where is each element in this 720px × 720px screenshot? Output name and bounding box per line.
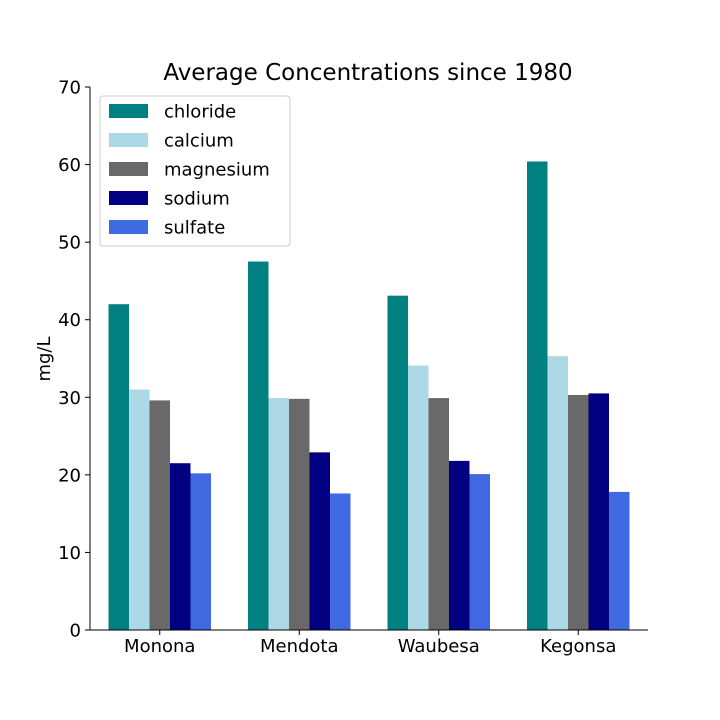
bar-calcium-waubesa	[408, 365, 429, 630]
legend-swatch-magnesium	[109, 162, 148, 176]
bar-sulfate-mendota	[330, 493, 351, 630]
y-tick-label: 60	[58, 155, 81, 176]
legend: chloride calcium magnesium sodium sulfate	[99, 95, 291, 247]
bars-layer	[108, 161, 630, 630]
x-tick-label: Kegonsa	[540, 636, 616, 657]
legend-swatch-sodium	[109, 191, 148, 205]
bar-sulfate-kegonsa	[609, 491, 630, 630]
y-tick-label: 50	[58, 233, 81, 254]
bar-sulfate-monona	[190, 473, 211, 630]
bar-magnesium-monona	[149, 400, 170, 630]
bar-chloride-waubesa	[387, 295, 408, 630]
bar-sodium-kegonsa	[588, 393, 609, 630]
axes-layer: 0 10 20 30 40 50 60 70 Monona Mendota Waubesa Kegon…	[58, 78, 648, 657]
legend-swatch-sulfate	[109, 220, 148, 234]
y-tick-label: 40	[58, 310, 81, 331]
legend-label-sulfate: sulfate	[164, 218, 225, 239]
x-tick-label: Waubesa	[398, 636, 480, 657]
bar-chloride-mendota	[248, 261, 269, 630]
bar-calcium-kegonsa	[547, 356, 568, 630]
bar-chloride-kegonsa	[527, 161, 548, 630]
bar-sodium-waubesa	[449, 460, 470, 630]
legend-label-calcium: calcium	[164, 131, 234, 152]
y-tick-label: 70	[58, 78, 81, 99]
x-tick-label: Mendota	[260, 636, 339, 657]
y-tick-label: 30	[58, 388, 81, 409]
x-tick-label: Monona	[124, 636, 195, 657]
bar-chloride-monona	[108, 304, 129, 630]
bar-magnesium-mendota	[289, 398, 310, 630]
legend-label-sodium: sodium	[164, 189, 230, 210]
y-axis-title: mg/L	[34, 336, 55, 381]
legend-swatch-chloride	[109, 104, 148, 118]
bar-sodium-mendota	[309, 452, 330, 630]
legend-label-chloride: chloride	[164, 102, 236, 123]
legend-swatch-calcium	[109, 133, 148, 147]
bar-sulfate-waubesa	[469, 474, 490, 630]
bar-sodium-monona	[170, 463, 191, 630]
bar-calcium-mendota	[268, 398, 289, 630]
y-tick-label: 0	[70, 621, 81, 642]
bar-calcium-monona	[129, 389, 150, 630]
bar-magnesium-waubesa	[428, 398, 449, 630]
y-tick-label: 20	[58, 465, 81, 486]
y-tick-label: 10	[58, 543, 81, 564]
bar-magnesium-kegonsa	[568, 394, 589, 630]
chart-title: Average Concentrations since 1980	[163, 60, 572, 86]
legend-label-magnesium: magnesium	[164, 160, 270, 181]
